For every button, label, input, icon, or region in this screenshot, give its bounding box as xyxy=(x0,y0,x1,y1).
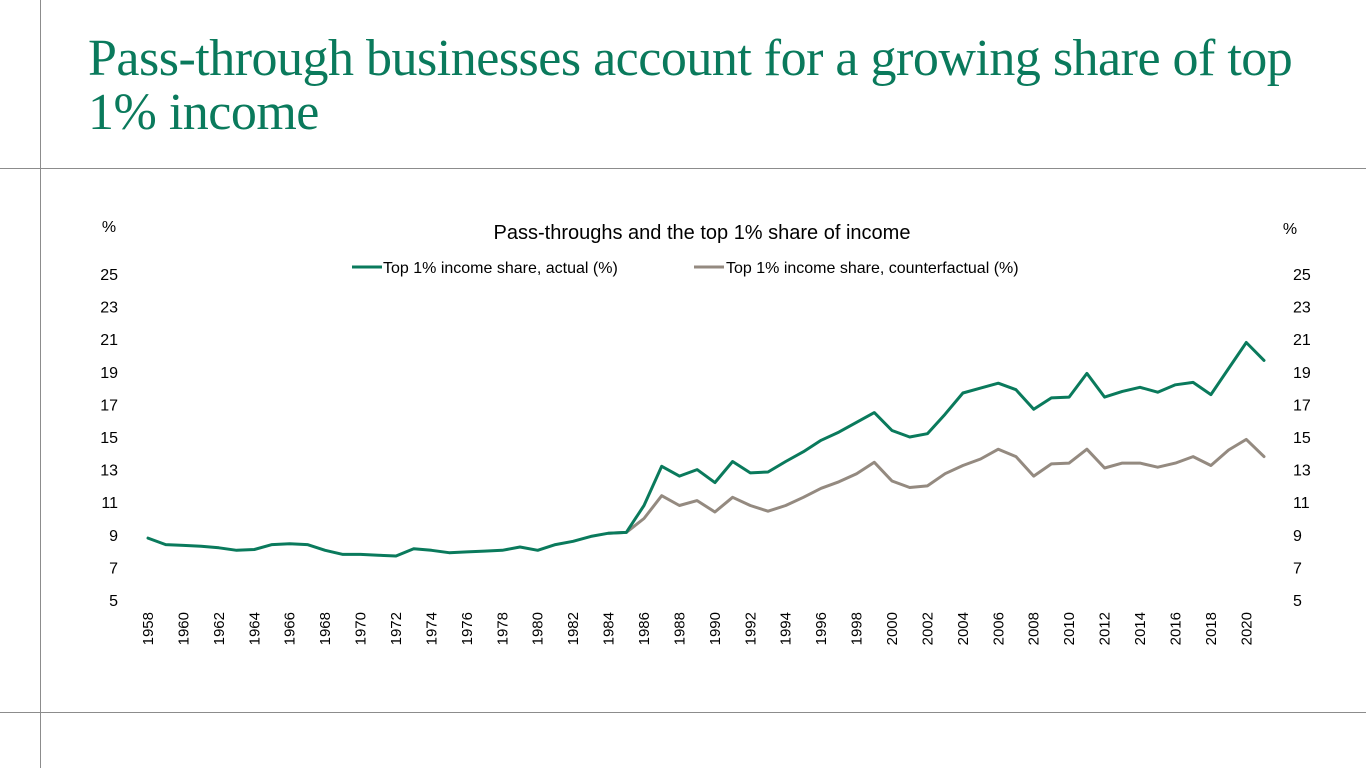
x-tick-label: 2006 xyxy=(990,612,1007,645)
left-y-axis: 5 7 9 11 13 15 17 19 21 23 25 xyxy=(100,267,118,610)
x-tick-label: 1958 xyxy=(140,612,157,645)
x-tick-label: 1986 xyxy=(636,612,653,645)
y-tick-label-right: 21 xyxy=(1293,332,1311,349)
footer-divider-line xyxy=(0,712,1366,713)
y-tick-label-left: 9 xyxy=(109,528,118,545)
y-tick-label-left: 11 xyxy=(101,495,118,512)
x-tick-label: 2002 xyxy=(919,612,936,645)
x-tick-label: 1994 xyxy=(778,612,795,645)
y-tick-label-right: 13 xyxy=(1293,463,1311,480)
x-tick-label: 1976 xyxy=(459,612,476,645)
y-tick-label-right: 7 xyxy=(1293,560,1302,577)
series-line-counterfactual xyxy=(607,437,1266,535)
x-tick-label: 1978 xyxy=(494,612,511,645)
x-tick-label: 1984 xyxy=(601,612,618,645)
y-tick-label-left: 17 xyxy=(100,397,118,414)
series-line-actual xyxy=(146,341,1266,558)
x-tick-label: 2010 xyxy=(1061,612,1078,645)
y-tick-label-right: 9 xyxy=(1293,528,1302,545)
slide-title: Pass-through businesses account for a gr… xyxy=(88,30,1293,141)
x-tick-label: 2016 xyxy=(1167,612,1184,645)
legend: Top 1% income share, actual (%) Top 1% in… xyxy=(352,260,1019,277)
y-tick-label-right: 19 xyxy=(1293,365,1311,382)
x-tick-label: 1960 xyxy=(175,612,192,645)
y-tick-label-left: 5 xyxy=(109,593,118,610)
x-axis: 1958 1960 1962 1964 1966 1968 1970 1972 1974 1976… xyxy=(140,612,1255,645)
right-axis-unit-label: % xyxy=(1283,221,1297,238)
x-tick-label: 1974 xyxy=(423,612,440,645)
left-divider-line xyxy=(40,0,41,768)
x-tick-label: 1964 xyxy=(246,612,263,645)
x-tick-label: 2000 xyxy=(884,612,901,645)
plot-area xyxy=(146,341,1266,558)
legend-label: Top 1% income share, actual (%) xyxy=(383,260,618,277)
y-tick-label-right: 15 xyxy=(1293,430,1311,447)
y-tick-label-right: 11 xyxy=(1293,495,1310,512)
x-tick-label: 2004 xyxy=(955,612,972,645)
y-tick-label-left: 21 xyxy=(100,332,118,349)
x-tick-label: 1970 xyxy=(353,612,370,645)
y-tick-label-left: 25 xyxy=(100,267,118,284)
x-tick-label: 1972 xyxy=(388,612,405,645)
left-axis-unit-label: % xyxy=(102,219,116,236)
x-tick-label: 1992 xyxy=(742,612,759,645)
x-tick-label: 1990 xyxy=(707,612,724,645)
x-tick-label: 1998 xyxy=(849,612,866,645)
y-tick-label-left: 7 xyxy=(109,560,118,577)
y-tick-label-right: 25 xyxy=(1293,267,1311,284)
x-tick-label: 2014 xyxy=(1132,612,1149,645)
x-tick-label: 1982 xyxy=(565,612,582,645)
x-tick-label: 1962 xyxy=(211,612,228,645)
y-tick-label-right: 5 xyxy=(1293,593,1302,610)
x-tick-label: 2008 xyxy=(1026,612,1043,645)
y-tick-label-left: 23 xyxy=(100,300,118,317)
y-tick-label-right: 17 xyxy=(1293,397,1311,414)
x-tick-label: 2012 xyxy=(1097,612,1114,645)
x-tick-label: 1980 xyxy=(530,612,547,645)
y-tick-label-left: 19 xyxy=(100,365,118,382)
y-tick-label-left: 15 xyxy=(100,430,118,447)
x-tick-label: 2020 xyxy=(1238,612,1255,645)
header-divider-line xyxy=(0,168,1366,169)
y-tick-label-right: 23 xyxy=(1293,300,1311,317)
right-y-axis: 5 7 9 11 13 15 17 19 21 23 25 xyxy=(1293,267,1311,610)
x-tick-label: 1968 xyxy=(317,612,334,645)
x-tick-label: 1996 xyxy=(813,612,830,645)
y-tick-label-left: 13 xyxy=(100,463,118,480)
chart-title: Pass-throughs and the top 1% share of in… xyxy=(494,222,911,244)
x-tick-label: 1988 xyxy=(671,612,688,645)
x-tick-label: 2018 xyxy=(1203,612,1220,645)
legend-label: Top 1% income share, counterfactual (%) xyxy=(726,260,1019,277)
x-tick-label: 1966 xyxy=(282,612,299,645)
